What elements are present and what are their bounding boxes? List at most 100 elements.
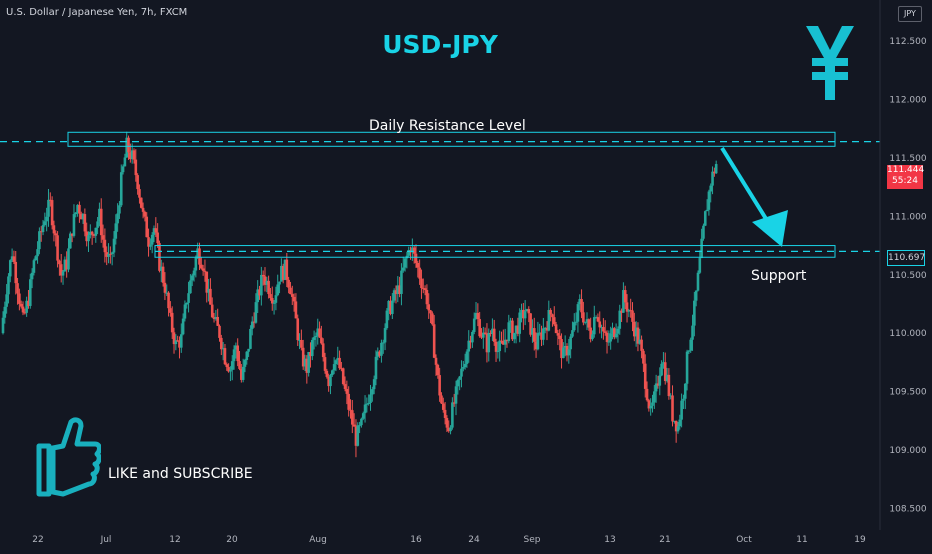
candle-body <box>252 321 256 323</box>
candle-body <box>174 340 178 345</box>
candle-body <box>340 368 343 370</box>
candle-body <box>5 294 8 307</box>
candle-body <box>327 376 330 387</box>
candle-body <box>198 248 201 265</box>
candle-body <box>598 321 602 328</box>
candle-body <box>511 320 514 340</box>
candle-body <box>594 317 598 319</box>
y-tick-label: 111.500 <box>889 154 926 164</box>
x-tick-label: 12 <box>169 535 180 545</box>
candle-body <box>283 259 287 280</box>
candle-body <box>218 325 221 338</box>
candle-body <box>216 316 219 326</box>
candle-body <box>343 384 347 389</box>
candle-body <box>461 367 465 369</box>
candle-body <box>300 339 303 348</box>
candle-body <box>241 366 245 380</box>
candle-body <box>245 351 249 361</box>
candle-body <box>25 300 28 313</box>
candle-body <box>132 150 136 160</box>
candle-body <box>179 334 183 348</box>
candle-body <box>265 280 269 285</box>
candle-body <box>687 350 691 352</box>
candle-body <box>139 197 143 208</box>
candle-body <box>74 212 78 215</box>
last-price-value: 111.444 <box>887 165 925 175</box>
candle-body <box>441 403 445 410</box>
candle-body <box>443 409 447 418</box>
candle-body <box>658 375 662 386</box>
candle-body <box>354 426 358 446</box>
candle-body <box>47 199 50 217</box>
candle-body <box>220 337 223 350</box>
candle-body <box>256 289 260 303</box>
candle-body <box>336 357 340 361</box>
annotation-zones <box>0 131 880 258</box>
candle-body <box>298 339 301 341</box>
candle-body <box>623 290 627 303</box>
candle-body <box>345 388 349 394</box>
candle-body <box>674 420 678 432</box>
candle-body <box>121 166 125 173</box>
candle-body <box>105 252 109 257</box>
candle-body <box>254 302 258 323</box>
candle-body <box>30 272 34 280</box>
candle-body <box>682 398 685 401</box>
candle-body <box>565 345 569 356</box>
candle-body <box>420 278 423 289</box>
candle-body <box>161 266 165 283</box>
candle-body <box>560 339 563 359</box>
candle-body <box>398 285 401 294</box>
currency-tag[interactable]: JPY <box>898 6 922 22</box>
candle-body <box>154 228 158 233</box>
candle-body <box>296 318 300 341</box>
candle-body <box>314 335 318 338</box>
candle-body <box>147 237 150 247</box>
candle-body <box>471 331 474 343</box>
candle-body <box>101 235 105 240</box>
candle-body <box>376 351 380 357</box>
candle-body <box>152 228 156 235</box>
candle-body <box>440 395 443 404</box>
x-tick-label: 19 <box>854 535 866 545</box>
candle-body <box>69 233 72 249</box>
candle-body <box>502 341 505 345</box>
candle-body <box>43 221 47 226</box>
candle-body <box>338 357 341 369</box>
candle-body <box>392 290 396 301</box>
candle-body <box>654 383 658 392</box>
candle-body <box>531 328 534 335</box>
chart-title: USD-JPY <box>382 30 498 59</box>
candle-body <box>243 360 247 367</box>
candle-body <box>150 234 154 245</box>
candle-body <box>522 309 525 319</box>
candle-body <box>520 309 523 313</box>
candle-body <box>96 221 99 228</box>
x-tick-label: Oct <box>736 535 752 545</box>
candle-body <box>200 264 203 269</box>
candle-body <box>45 216 48 222</box>
candle-body <box>358 425 361 427</box>
candle-body <box>552 317 556 325</box>
candle-body <box>109 253 112 255</box>
candle-body <box>210 304 214 318</box>
candle-body <box>498 340 501 352</box>
candle-body <box>36 249 39 257</box>
candle-body <box>556 333 560 336</box>
candle-body <box>496 351 500 353</box>
candle-body <box>221 348 225 350</box>
candle-body <box>381 342 385 344</box>
candle-body <box>52 225 56 234</box>
candle-body <box>98 208 101 222</box>
candle-body <box>305 358 309 373</box>
candle-body <box>225 364 229 368</box>
candle-body <box>489 332 492 334</box>
candle-body <box>576 304 580 322</box>
candle-body <box>645 388 649 401</box>
candle-body <box>67 248 70 270</box>
candle-body <box>383 328 387 343</box>
candle-body <box>361 413 365 419</box>
candle-body <box>454 386 458 404</box>
